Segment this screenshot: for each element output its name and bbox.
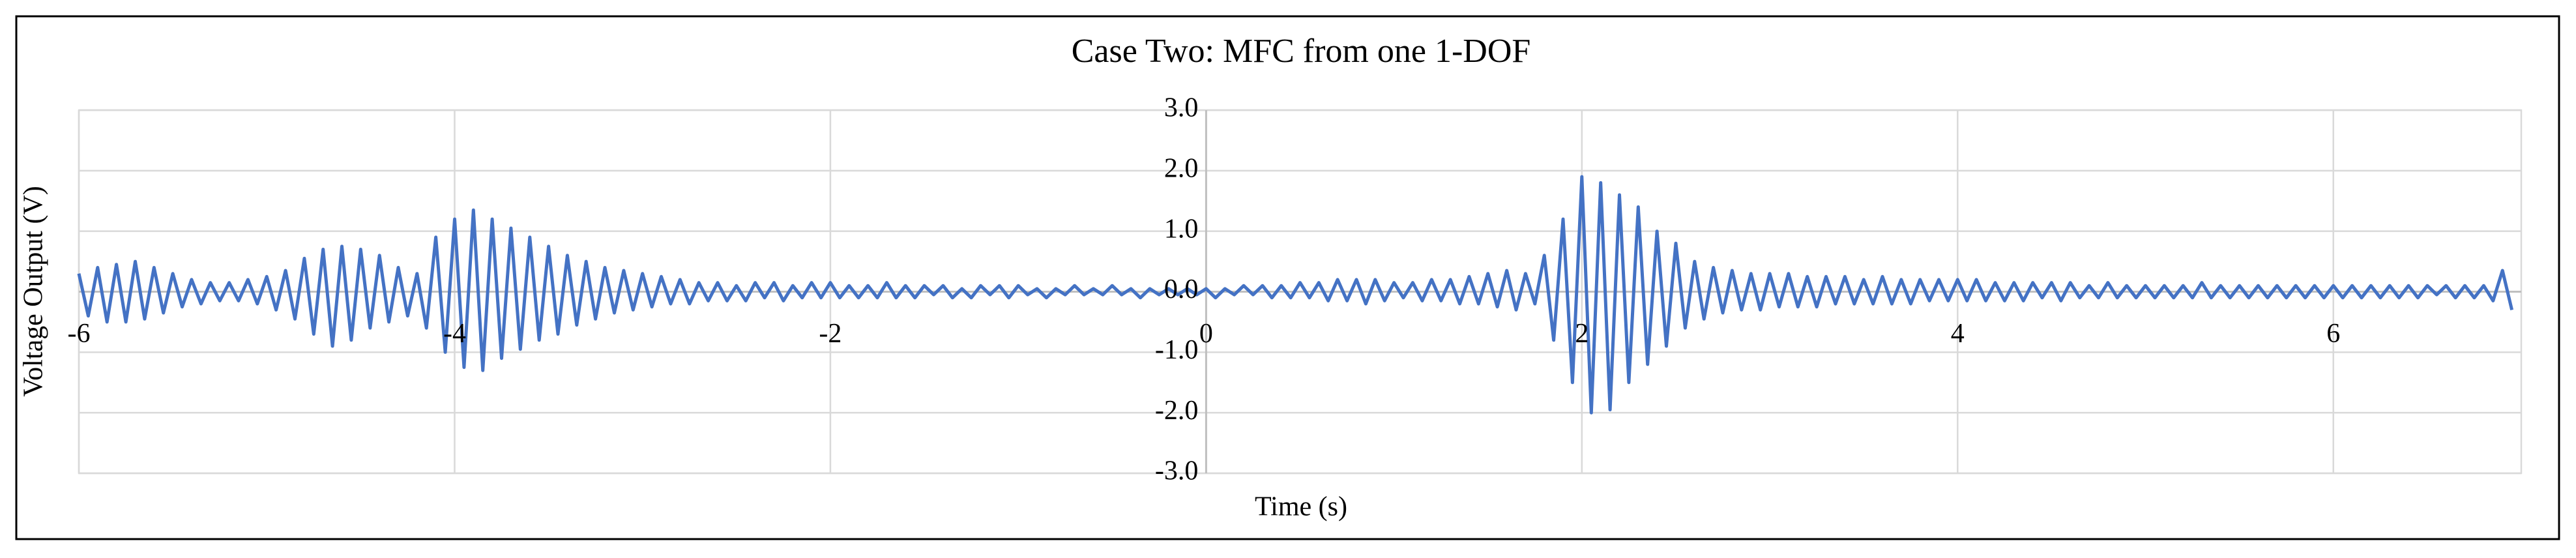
y-tick-label: -1.0 <box>1155 335 1199 365</box>
x-tick-label: -4 <box>443 319 466 349</box>
x-tick-label: 0 <box>1199 319 1213 349</box>
y-tick-label: 0.0 <box>1164 274 1199 304</box>
y-axis-title: Voltage Output (V) <box>19 186 49 397</box>
chart-title: Case Two: MFC from one 1-DOF <box>1072 33 1531 70</box>
x-tick-label: -2 <box>819 319 842 349</box>
x-tick-label: 2 <box>1575 319 1588 349</box>
x-axis-title: Time (s) <box>1255 492 1347 522</box>
data-line <box>77 175 2514 415</box>
y-tick-label: 2.0 <box>1164 153 1199 183</box>
y-tick-label: -3.0 <box>1155 456 1199 486</box>
y-tick-label: 1.0 <box>1164 214 1199 244</box>
x-tick-label: 4 <box>1951 319 1965 349</box>
y-tick-label: -2.0 <box>1155 396 1199 426</box>
x-tick-label: 6 <box>2326 319 2340 349</box>
y-tick-label: 3.0 <box>1164 93 1199 123</box>
x-tick-label: -6 <box>68 319 91 349</box>
